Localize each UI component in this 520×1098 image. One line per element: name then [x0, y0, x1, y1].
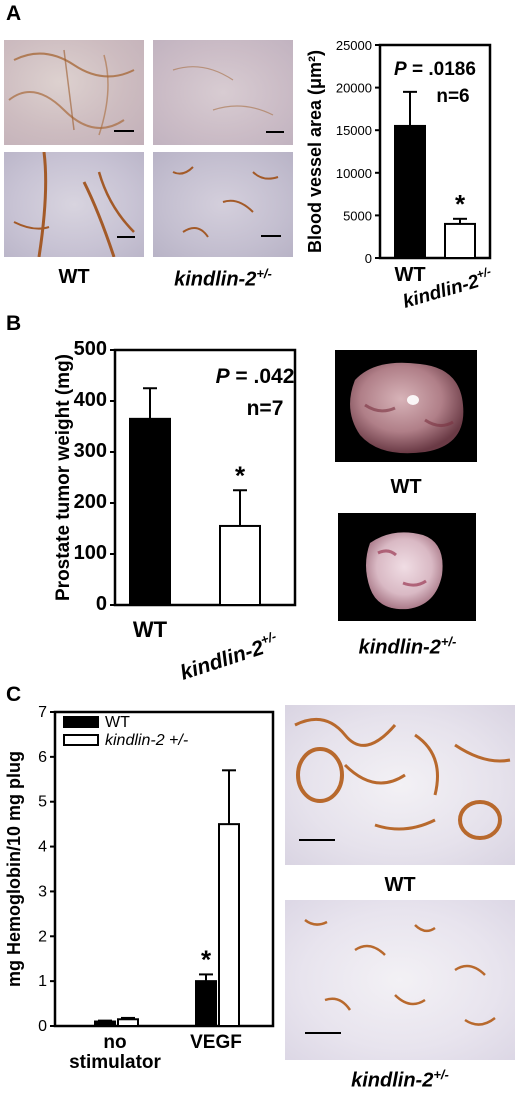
plot-frame — [113, 348, 297, 607]
bar — [218, 823, 240, 1027]
y-tick-label: 0 — [365, 251, 372, 266]
x-tick-label: kindlin-2+/- — [177, 629, 282, 685]
scale-bar — [117, 236, 135, 238]
bar — [219, 524, 261, 606]
y-tick-label: 200 — [74, 491, 107, 513]
scale-bar — [266, 131, 284, 133]
bar — [94, 1020, 116, 1027]
chart-hemoglobin: 0 1 2 3 4 5 6 7 mg Hemoglobin/10 mg plug * nostimu… — [4, 704, 275, 1073]
panel-label-a: A — [6, 2, 22, 25]
y-tick-label: 300 — [74, 440, 107, 462]
y-tick-label: 0 — [38, 1018, 47, 1035]
photo-label-wt-b: WT — [390, 476, 422, 498]
panel-label-b: B — [6, 312, 22, 335]
y-tick-label: 0 — [96, 593, 107, 615]
bar — [195, 980, 217, 1027]
y-tick-label: 400 — [74, 389, 107, 411]
legend-swatch — [63, 716, 99, 728]
scale-bar — [261, 235, 281, 237]
significance-marker: * — [455, 189, 466, 219]
y-axis-label: Blood vessel area (μm²) — [305, 50, 325, 253]
y-tick-label: 3 — [38, 883, 47, 900]
y-tick-label: 10000 — [336, 166, 372, 181]
bar — [394, 124, 426, 259]
y-axis-label: mg Hemoglobin/10 mg plug — [4, 751, 24, 987]
scale-bar — [114, 130, 134, 132]
legend-label: kindlin-2 +/- — [105, 732, 188, 749]
y-tick-label: 500 — [74, 338, 107, 360]
legend-swatch — [63, 734, 99, 746]
photo-label-kindlin-b: kindlin-2+/- — [358, 634, 457, 659]
y-axis-label: Prostate tumor weight (mg) — [55, 354, 74, 601]
x-tick-label: stimulator — [69, 1052, 161, 1073]
tumor-photo-kindlin — [338, 513, 476, 621]
micrograph-wt-low-mag — [4, 40, 144, 145]
significance-marker: * — [235, 460, 246, 490]
scale-bar — [305, 1032, 341, 1034]
panel-label-c: C — [6, 683, 22, 706]
photo-label-wt-c: WT — [384, 874, 416, 896]
micrograph-kindlin-low-mag — [153, 40, 293, 145]
legend-label: WT — [105, 714, 130, 731]
p-value-annotation: P = .042 — [216, 365, 295, 388]
bar — [117, 1018, 139, 1027]
p-value-annotation: P = .0186 — [394, 59, 476, 80]
scale-bar — [299, 839, 335, 841]
y-tick-label: 2 — [38, 928, 47, 945]
x-tick-label: VEGF — [190, 1032, 242, 1053]
photo-label-kindlin-c: kindlin-2+/- — [351, 1067, 449, 1092]
chart-blood-vessel-area: 0 5000 10000 15000 20000 25000 Blood vessel ar… — [305, 38, 493, 310]
photo-label-kindlin-a: kindlin-2+/- — [174, 266, 272, 291]
x-tick-label: WT — [133, 617, 168, 642]
y-tick-label: 7 — [38, 704, 47, 721]
y-tick-label: 6 — [38, 749, 47, 766]
micrograph-plug-kindlin — [285, 900, 515, 1060]
x-tick-label: no — [103, 1032, 126, 1053]
y-tick-label: 25000 — [336, 38, 372, 53]
tumor-photo-wt — [335, 350, 477, 462]
photo-label-wt-a: WT — [58, 266, 90, 288]
micrograph-plug-wt — [285, 705, 515, 865]
y-tick-label: 4 — [38, 839, 47, 856]
significance-marker: * — [201, 944, 212, 974]
y-tick-label: 20000 — [336, 81, 372, 96]
y-tick-label: 5000 — [343, 208, 372, 223]
bar — [444, 222, 476, 259]
bar — [129, 417, 171, 606]
micrograph-kindlin-high-mag — [153, 152, 293, 257]
x-tick-label: WT — [394, 264, 425, 286]
n-annotation: n=7 — [247, 397, 284, 420]
y-tick-label: 15000 — [336, 123, 372, 138]
y-tick-label: 100 — [74, 542, 107, 564]
n-annotation: n=6 — [436, 86, 469, 107]
y-tick-label: 5 — [38, 794, 47, 811]
micrograph-wt-high-mag — [4, 152, 144, 257]
plot-frame — [378, 43, 492, 260]
y-tick-label: 1 — [38, 973, 47, 990]
plot-frame — [53, 710, 275, 1028]
